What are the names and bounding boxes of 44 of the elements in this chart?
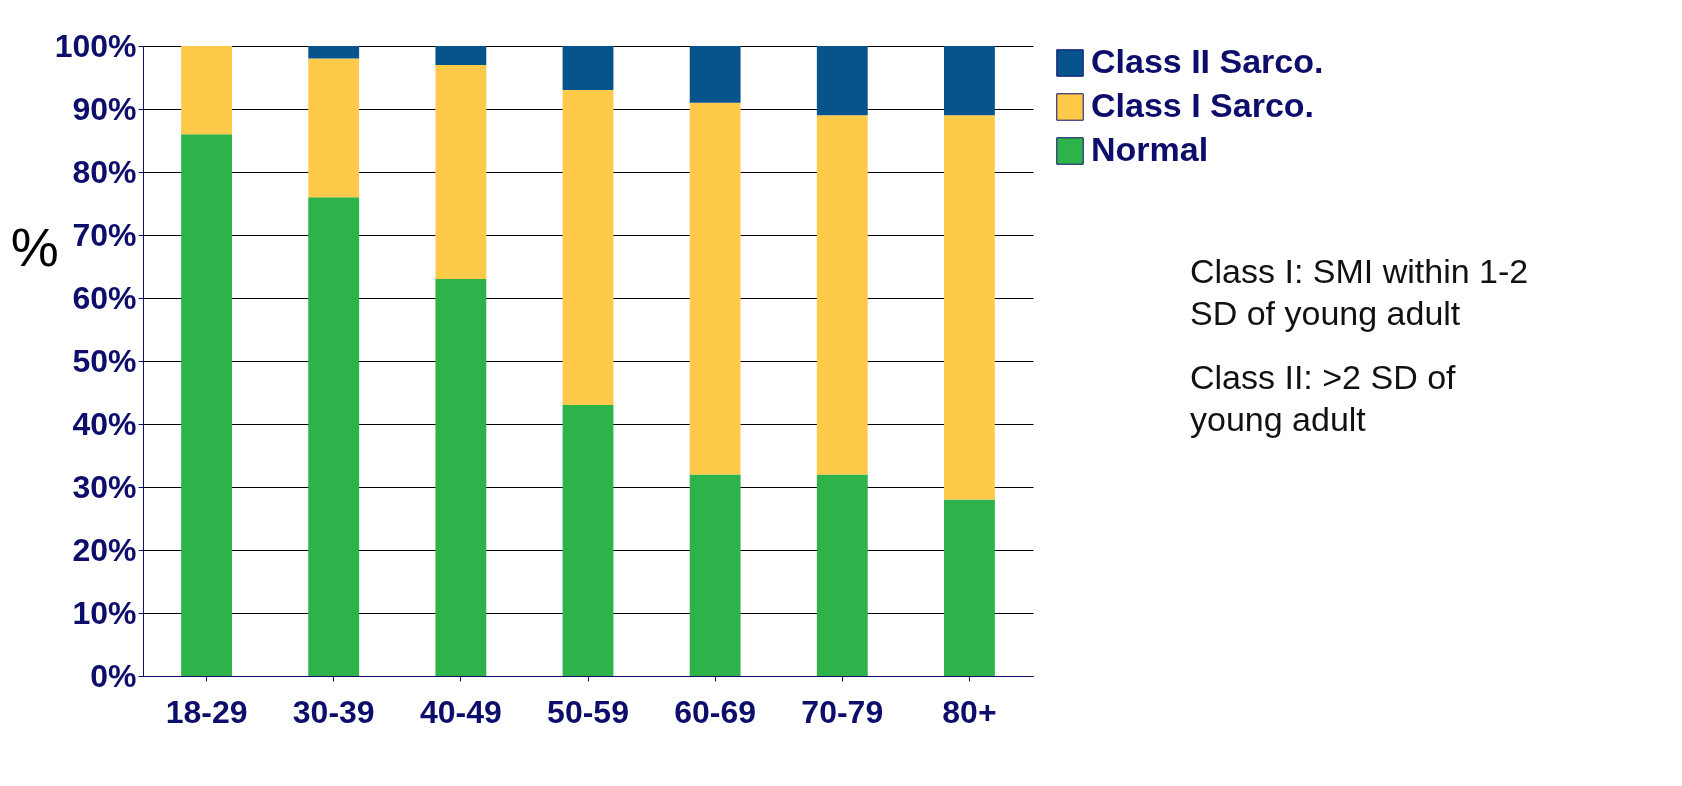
bar xyxy=(944,46,995,116)
bar xyxy=(944,115,995,500)
bar xyxy=(816,115,868,475)
y-tick-label: 90% xyxy=(72,90,137,127)
x-tick-label: 50-59 xyxy=(547,693,629,730)
y-tick-label: 60% xyxy=(72,279,137,316)
bar xyxy=(308,58,360,198)
bar xyxy=(435,46,487,65)
bar xyxy=(689,102,741,475)
y-tick-label: 30% xyxy=(72,468,137,505)
text: Class I: SMI within 1-2 SD of young adult xyxy=(1190,251,1530,334)
bar xyxy=(562,90,614,406)
legend-label: Class I Sarco. xyxy=(1091,86,1315,124)
x-tick-label: 60-69 xyxy=(674,693,757,730)
legend-label: Normal xyxy=(1091,130,1209,168)
y-tick-label: 10% xyxy=(72,594,137,631)
legend-label: Class II Sarco. xyxy=(1091,42,1324,80)
text: Class II: >2 SD of young adult xyxy=(1190,357,1457,440)
x-tick-label: 18-29 xyxy=(165,693,248,730)
bar xyxy=(308,46,360,59)
bar xyxy=(562,46,614,91)
y-tick-label: 40% xyxy=(72,405,137,442)
y-tick-label: 20% xyxy=(72,531,137,568)
bar xyxy=(308,197,360,676)
y-tick-label: 70% xyxy=(72,216,137,253)
bar xyxy=(435,279,487,676)
bar xyxy=(944,499,995,676)
y-tick-label: 80% xyxy=(72,153,137,190)
y-tick-label: 0% xyxy=(90,657,137,694)
bar xyxy=(181,46,232,135)
y-tick-label: 100% xyxy=(54,27,137,64)
bar xyxy=(816,46,868,116)
x-tick-label: 40-49 xyxy=(419,693,502,730)
bar xyxy=(816,474,868,676)
x-tick-label: 70-79 xyxy=(801,693,884,730)
bar xyxy=(562,405,614,676)
x-tick-label: 80+ xyxy=(942,693,997,730)
bar xyxy=(435,64,487,280)
bar xyxy=(689,46,741,103)
bar xyxy=(689,474,741,676)
y-axis-title: % xyxy=(10,216,59,277)
y-tick-label: 50% xyxy=(72,342,137,379)
x-tick-label: 30-39 xyxy=(292,693,375,730)
bar xyxy=(181,134,232,676)
